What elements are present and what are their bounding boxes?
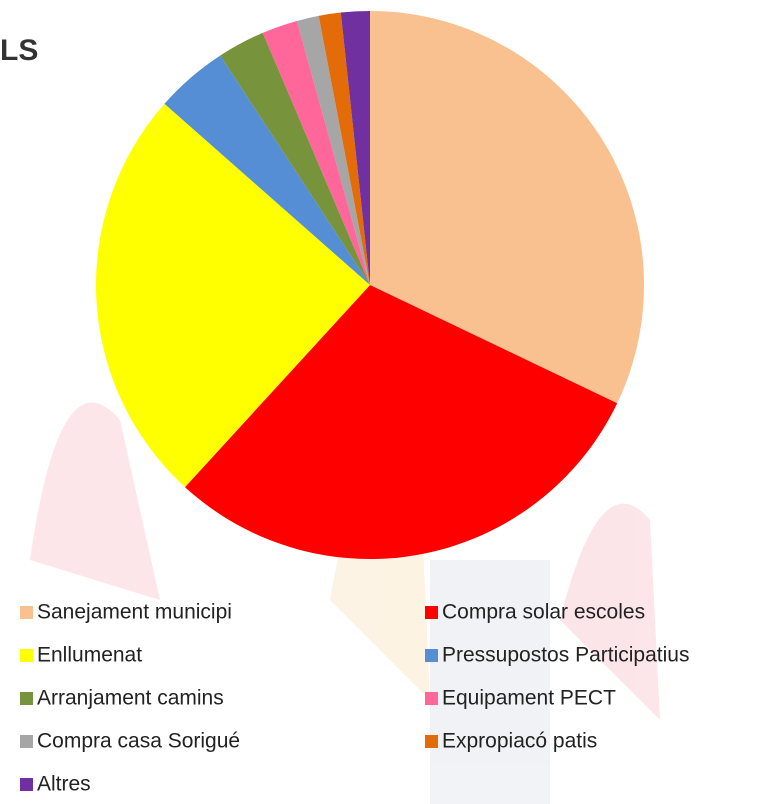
page: LS Sanejament municipi Compra solar escol… bbox=[0, 0, 760, 804]
legend-swatch bbox=[425, 606, 438, 619]
legend-label: Arranjament camins bbox=[37, 687, 224, 710]
legend-label: Pressupostos Participatius bbox=[442, 644, 689, 667]
legend-swatch bbox=[425, 735, 438, 748]
chart: LS Sanejament municipi Compra solar escol… bbox=[0, 0, 760, 804]
legend-swatch bbox=[20, 649, 33, 662]
legend-swatch bbox=[20, 606, 33, 619]
legend-label: Expropiacó patis bbox=[442, 730, 597, 753]
legend-swatch bbox=[425, 692, 438, 705]
legend-swatch bbox=[20, 778, 33, 791]
legend-swatch bbox=[425, 649, 438, 662]
legend-label: Equipament PECT bbox=[442, 687, 616, 710]
legend-label: Sanejament municipi bbox=[37, 601, 232, 624]
chart-title: LS bbox=[0, 34, 38, 67]
legend-label: Compra casa Sorigué bbox=[37, 730, 240, 753]
legend-swatch bbox=[20, 692, 33, 705]
bg-shape bbox=[430, 560, 550, 804]
legend-swatch bbox=[20, 735, 33, 748]
legend-label: Compra solar escoles bbox=[442, 601, 645, 624]
legend-label: Altres bbox=[37, 773, 91, 796]
legend-label: Enllumenat bbox=[37, 644, 142, 667]
